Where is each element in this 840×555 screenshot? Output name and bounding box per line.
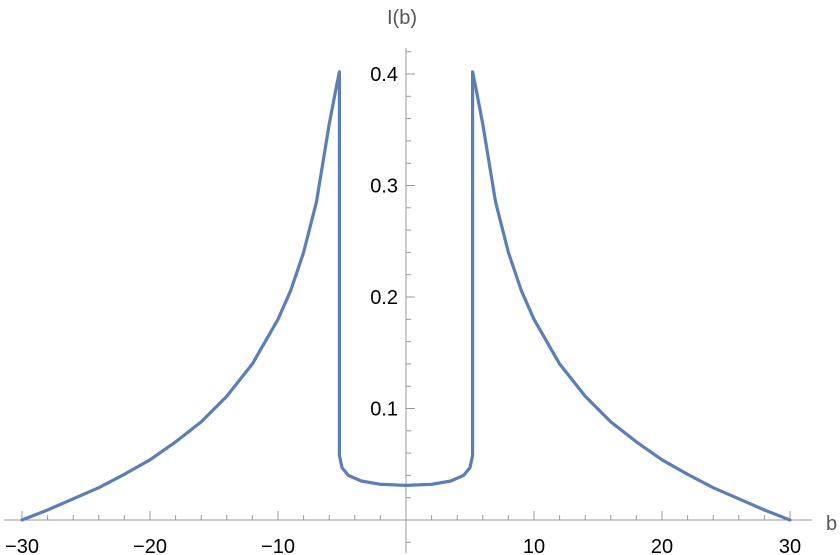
x-axis-label: b <box>826 513 837 535</box>
x-tick-label: 20 <box>651 536 673 555</box>
series-line <box>20 70 792 522</box>
y-axis-label: I(b) <box>387 7 417 29</box>
x-tick-label: −10 <box>261 536 295 555</box>
x-tick-label: 10 <box>523 536 545 555</box>
y-tick-label: 0.1 <box>370 399 398 421</box>
tick-marks <box>21 51 791 543</box>
x-tick-label: −20 <box>133 536 167 555</box>
tick-labels: −30 −20 −10 10 20 30 0.1 0.2 0.3 0.4 <box>5 64 801 555</box>
x-tick-label: −30 <box>5 536 39 555</box>
x-tick-label: 30 <box>779 536 801 555</box>
y-tick-label: 0.2 <box>370 287 398 309</box>
axes <box>4 48 812 553</box>
y-tick-label: 0.4 <box>370 64 398 86</box>
y-tick-label: 0.3 <box>370 176 398 198</box>
